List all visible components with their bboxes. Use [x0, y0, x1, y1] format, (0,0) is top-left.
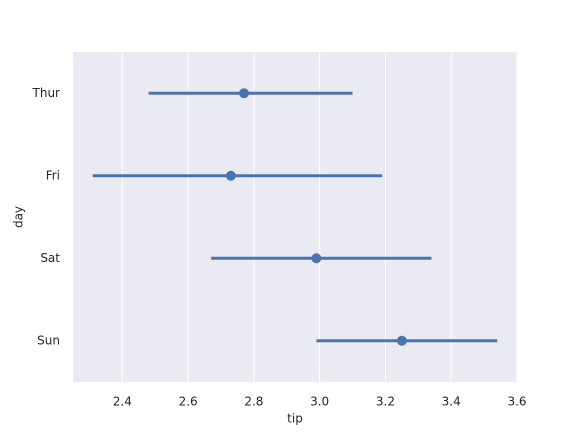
plot-area: [73, 52, 517, 382]
x-axis-label: tip: [287, 412, 303, 426]
x-tick-label: 2.8: [244, 395, 263, 409]
x-tick-label: 3.0: [310, 395, 329, 409]
point: [396, 335, 407, 346]
point: [311, 253, 322, 264]
point: [239, 88, 250, 99]
y-tick-label: Fri: [46, 168, 60, 182]
point: [225, 170, 236, 181]
x-tick-label: 3.6: [507, 395, 526, 409]
y-axis-label: day: [12, 206, 26, 228]
x-tick-label: 3.4: [442, 395, 461, 409]
y-tick-label: Sat: [40, 251, 60, 265]
y-tick-label: Sun: [37, 333, 60, 347]
x-tick-label: 3.2: [376, 395, 395, 409]
x-tick-label: 2.6: [179, 395, 198, 409]
y-tick-label: Thur: [32, 86, 61, 100]
x-tick-label: 2.4: [113, 395, 132, 409]
